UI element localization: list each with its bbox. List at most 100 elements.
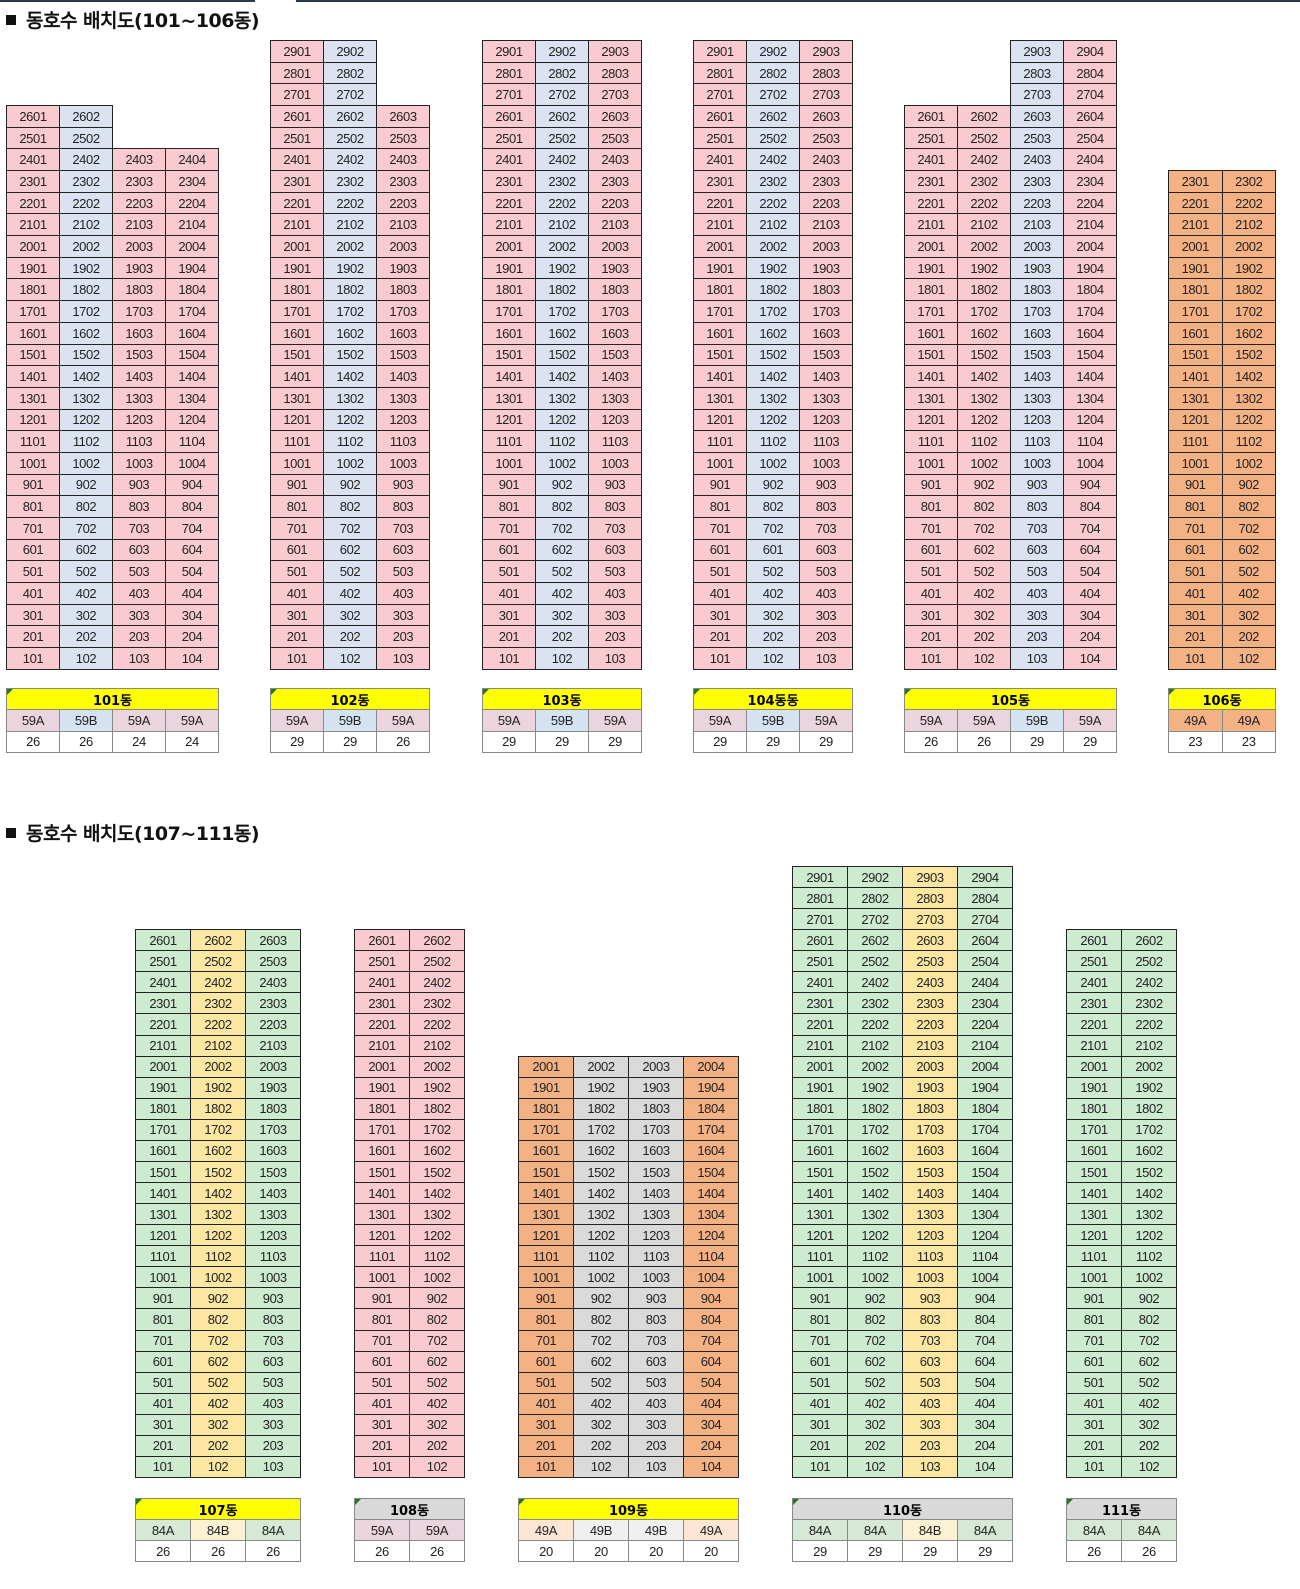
unit-cell: 2401	[354, 971, 410, 994]
floor-count-cell: 29	[902, 1540, 958, 1563]
floor-count-cell: 26	[59, 730, 113, 753]
unit-cell: 2402	[409, 971, 465, 994]
unit-cell: 1104	[957, 1245, 1013, 1268]
unit-cell: 2203	[112, 191, 166, 215]
unit-cell: 1301	[135, 1203, 191, 1226]
unit-cell: 1802	[535, 278, 589, 302]
unit-cell: 1402	[409, 1182, 465, 1205]
unit-cell: 2203	[1010, 191, 1064, 215]
unit-cell: 2101	[792, 1034, 848, 1057]
unit-cell: 2103	[799, 213, 853, 237]
unit-cell: 903	[112, 473, 166, 497]
unit-cell: 1802	[847, 1097, 903, 1120]
unit-cell: 2903	[902, 866, 958, 889]
unit-cell: 1102	[746, 430, 800, 453]
unit-cell: 901	[135, 1287, 191, 1310]
unit-cell: 2901	[792, 866, 848, 889]
unit-cell: 1804	[683, 1097, 739, 1120]
unit-cell: 2703	[588, 83, 642, 107]
unit-cell: 904	[1063, 473, 1117, 497]
unit-cell: 1002	[59, 451, 113, 475]
unit-type-cell: 49A	[683, 1519, 739, 1542]
unit-cell: 802	[746, 495, 800, 518]
unit-cell: 1603	[112, 321, 166, 345]
bullet-square-icon	[6, 15, 16, 25]
top-rule-right	[296, 0, 1300, 2]
unit-cell: 601	[354, 1350, 410, 1373]
unit-cell: 2703	[799, 83, 853, 107]
unit-cell: 402	[59, 582, 113, 605]
unit-cell: 504	[1063, 560, 1117, 583]
unit-cell: 2601	[354, 929, 410, 952]
unit-cell: 101	[518, 1455, 574, 1479]
unit-cell: 201	[354, 1434, 410, 1457]
unit-cell: 502	[59, 560, 113, 583]
unit-cell: 2003	[112, 235, 166, 258]
unit-cell: 602	[847, 1350, 903, 1373]
unit-cell: 401	[693, 582, 747, 605]
unit-cell: 1202	[847, 1224, 903, 1247]
unit-cell: 502	[1221, 560, 1276, 583]
unit-cell: 1801	[6, 278, 60, 302]
unit-cell: 1603	[1010, 321, 1064, 345]
unit-cell: 101	[135, 1455, 191, 1479]
floor-count-cell: 29	[1063, 730, 1117, 753]
unit-cell: 1301	[518, 1203, 574, 1226]
unit-cell: 1401	[693, 365, 747, 388]
unit-cell: 204	[683, 1434, 739, 1457]
unit-cell: 601	[518, 1350, 574, 1373]
unit-cell: 2001	[135, 1055, 191, 1078]
unit-cell: 1402	[190, 1182, 246, 1205]
unit-cell: 402	[323, 582, 377, 605]
unit-cell: 2301	[792, 992, 848, 1015]
unit-cell: 501	[270, 560, 324, 583]
unit-cell: 1404	[165, 365, 219, 388]
unit-cell: 2801	[792, 887, 848, 910]
unit-cell: 2402	[1121, 971, 1177, 994]
unit-cell: 303	[1010, 603, 1064, 627]
unit-cell: 2601	[482, 105, 536, 128]
unit-cell: 2503	[376, 126, 430, 150]
unit-cell: 602	[409, 1350, 465, 1373]
unit-cell: 2202	[957, 191, 1011, 215]
unit-cell: 302	[746, 603, 800, 627]
unit-cell: 301	[693, 603, 747, 627]
unit-cell: 2201	[904, 191, 958, 215]
unit-cell: 1204	[1063, 408, 1117, 432]
unit-cell: 402	[409, 1392, 465, 1415]
unit-cell: 803	[1010, 495, 1064, 518]
unit-cell: 1502	[957, 343, 1011, 367]
unit-cell: 2601	[270, 105, 324, 128]
unit-cell: 901	[518, 1287, 574, 1310]
unit-cell: 301	[135, 1413, 191, 1436]
floor-count-cell: 26	[135, 1540, 191, 1563]
unit-cell: 1201	[904, 408, 958, 432]
unit-cell: 501	[1168, 560, 1223, 583]
unit-cell: 2801	[482, 61, 536, 85]
unit-cell: 1404	[683, 1182, 739, 1205]
unit-cell: 502	[847, 1371, 903, 1394]
unit-cell: 1502	[535, 343, 589, 367]
unit-cell: 401	[1168, 582, 1223, 605]
unit-cell: 501	[6, 560, 60, 583]
unit-cell: 1403	[376, 365, 430, 388]
unit-cell: 1101	[1168, 430, 1223, 453]
unit-cell: 702	[323, 516, 377, 540]
unit-cell: 1503	[799, 343, 853, 367]
unit-cell: 1901	[518, 1076, 574, 1099]
unit-cell: 2701	[693, 83, 747, 107]
unit-cell: 1701	[1168, 300, 1223, 323]
unit-cell: 2502	[535, 126, 589, 150]
unit-cell: 1803	[799, 278, 853, 302]
unit-cell: 2103	[588, 213, 642, 237]
unit-cell: 1102	[535, 430, 589, 453]
unit-cell: 1602	[746, 321, 800, 345]
unit-cell: 601	[792, 1350, 848, 1373]
unit-cell: 1902	[409, 1076, 465, 1099]
unit-cell: 1701	[518, 1118, 574, 1141]
unit-cell: 2302	[1121, 992, 1177, 1015]
unit-cell: 401	[354, 1392, 410, 1415]
unit-cell: 2603	[588, 105, 642, 128]
unit-cell: 403	[1010, 582, 1064, 605]
unit-cell: 1202	[409, 1224, 465, 1247]
